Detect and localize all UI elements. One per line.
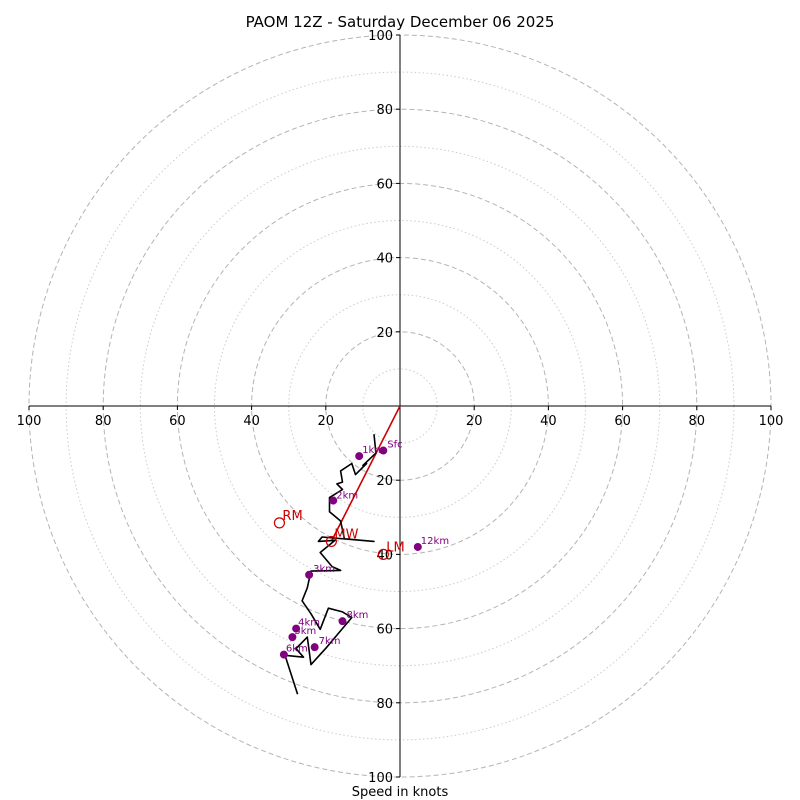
x-tick-label: 100	[17, 414, 42, 429]
y-tick-label: 40	[376, 252, 393, 267]
x-tick-label: 80	[689, 414, 706, 429]
height-label-8km: 8km	[346, 610, 368, 621]
y-tick-label: 60	[376, 177, 393, 192]
x-tick-label: 80	[95, 414, 112, 429]
y-tick-label: 40	[376, 548, 393, 563]
height-label-2km: 2km	[336, 491, 358, 502]
x-tick-label: 20	[318, 414, 335, 429]
height-marker-4km	[292, 624, 301, 633]
height-marker-8km	[338, 617, 347, 626]
shear-vector	[330, 405, 401, 542]
height-label-5km: 5km	[294, 626, 316, 637]
storm-motion-rm-marker	[273, 517, 286, 529]
hodograph-trace	[284, 434, 377, 695]
storm-motion-lm-marker	[377, 548, 389, 561]
height-marker-12km	[413, 542, 422, 551]
height-marker-2km	[329, 496, 338, 505]
chart-title: PAOM 12Z - Saturday December 06 2025	[246, 13, 555, 31]
y-tick-label: 100	[368, 771, 393, 786]
y-tick-label: 20	[376, 474, 393, 489]
storm-motion-mw-marker	[325, 535, 337, 548]
x-tick-label: 100	[759, 414, 784, 429]
storm-motion-mw-label: MW	[334, 527, 358, 542]
x-ticks: 100 80 60 40 20 20 40 60 80 100	[17, 406, 784, 429]
x-tick-label: 40	[540, 414, 557, 429]
y-tick-label: 80	[376, 103, 393, 118]
height-label-3km: 3km	[313, 564, 335, 575]
y-tick-label: 20	[376, 326, 393, 341]
storm-motion-lm-label: LM	[386, 540, 404, 555]
x-axis-label: Speed in knots	[352, 785, 449, 800]
height-marker-1km	[355, 452, 364, 461]
height-marker-3km	[305, 570, 314, 579]
shear-line	[330, 405, 401, 542]
height-label-sfc: Sfc	[387, 440, 402, 451]
height-label-1km: 1km	[362, 445, 384, 456]
y-tick-label: 80	[376, 697, 393, 712]
height-label-4km: 4km	[298, 618, 320, 629]
storm-motions: RM LM MW	[273, 509, 405, 561]
height-label-12km: 12km	[421, 536, 449, 547]
y-ticks: 100 80 60 40 20 20 40 60 80 100	[368, 29, 400, 786]
height-marker-5km	[288, 633, 297, 642]
x-tick-label: 60	[614, 414, 631, 429]
y-tick-label: 100	[368, 29, 393, 44]
x-tick-label: 40	[243, 414, 260, 429]
y-tick-label: 60	[376, 623, 393, 638]
x-tick-label: 20	[466, 414, 483, 429]
height-marker-sfc	[379, 446, 388, 455]
height-marker-7km	[310, 643, 319, 652]
storm-motion-rm-label: RM	[282, 509, 302, 524]
height-label-6km: 6km	[286, 644, 308, 655]
x-tick-label: 60	[169, 414, 186, 429]
hodograph-line	[284, 434, 377, 695]
height-label-7km: 7km	[319, 636, 341, 647]
height-marker-6km	[279, 650, 288, 659]
